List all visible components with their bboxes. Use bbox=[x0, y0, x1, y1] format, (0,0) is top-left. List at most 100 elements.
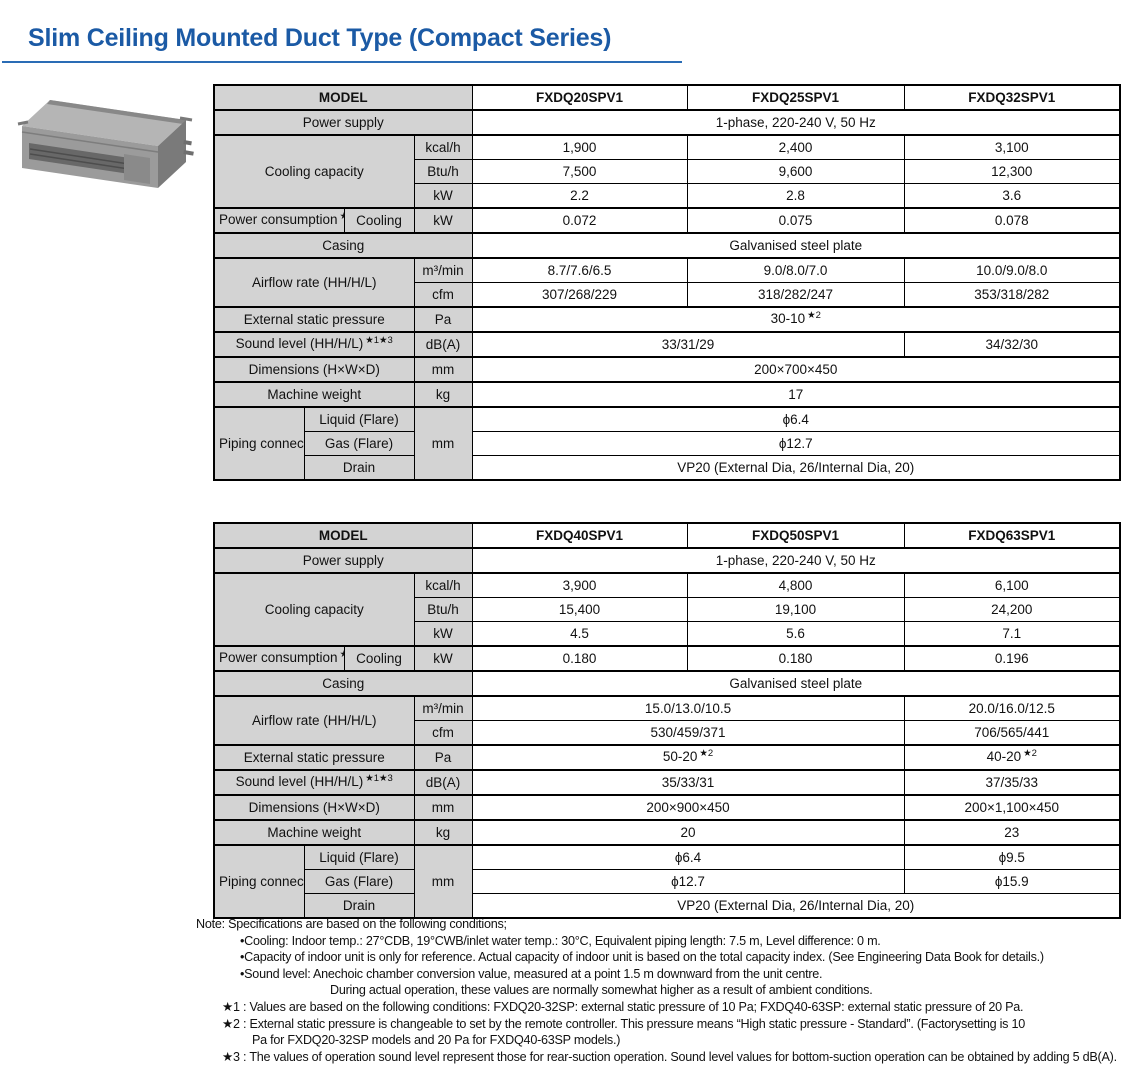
unit-cell: Pa bbox=[413, 744, 473, 771]
value-cell: 15,400 bbox=[471, 597, 688, 622]
value-cell: 0.075 bbox=[686, 207, 905, 234]
label-cell: Airflow rate (HH/H/L) bbox=[213, 257, 415, 308]
label-cell: External static pressure bbox=[213, 744, 415, 771]
label-cell: Gas (Flare) bbox=[303, 431, 415, 456]
note-star2: ★2 : External static pressure is changea… bbox=[222, 1016, 1025, 1031]
value-cell: 530/459/371 bbox=[471, 720, 905, 746]
table-row: Casing Galvanised steel plate bbox=[213, 232, 1121, 259]
label-cell: Drain bbox=[303, 893, 415, 919]
value-cell: 20 bbox=[471, 819, 905, 846]
value-cell: 10.0/9.0/8.0 bbox=[903, 257, 1121, 283]
note-bullet: •Cooling: Indoor temp.: 27°CDB, 19°CWB/i… bbox=[240, 933, 881, 948]
value-cell: 0.196 bbox=[903, 645, 1121, 672]
unit-cell: Btu/h bbox=[413, 159, 473, 184]
table-row: cfm 307/268/229 318/282/247 353/318/282 bbox=[214, 282, 1121, 308]
label-cell: Cooling capacity bbox=[213, 572, 415, 647]
value-cell: 0.180 bbox=[471, 645, 688, 672]
table-row: Airflow rate (HH/H/L) m³/min 8.7/7.6/6.5… bbox=[213, 257, 1121, 308]
value-cell: 35/33/31 bbox=[471, 769, 905, 796]
table-row: External static pressure Pa 30-10 ★2 bbox=[213, 306, 1121, 333]
model-header: MODEL bbox=[213, 522, 473, 549]
unit-cell: kcal/h bbox=[413, 572, 473, 598]
value-cell: 7.1 bbox=[903, 621, 1121, 647]
value-cell: 4,800 bbox=[686, 572, 905, 598]
table-row: Btu/h 15,400 19,100 24,200 bbox=[214, 597, 1121, 622]
label-cell: Cooling capacity bbox=[213, 134, 415, 209]
model-name: FXDQ40SPV1 bbox=[471, 522, 688, 549]
value-cell: 9.0/8.0/7.0 bbox=[686, 257, 905, 283]
note-head: Note: Specifications are based on the fo… bbox=[196, 917, 507, 931]
unit-cell: mm bbox=[413, 844, 473, 919]
value-cell: 15.0/13.0/10.5 bbox=[471, 695, 905, 721]
value-cell: 353/318/282 bbox=[903, 282, 1121, 308]
unit-cell: Btu/h bbox=[413, 597, 473, 622]
table-row: Power supply 1-phase, 220-240 V, 50 Hz bbox=[213, 547, 1121, 574]
table-row: Machine weight kg 17 bbox=[213, 381, 1121, 408]
value-cell: 4.5 bbox=[471, 621, 688, 647]
table-row: kW 2.2 2.8 3.6 bbox=[214, 183, 1121, 209]
unit-cell: kcal/h bbox=[413, 134, 473, 160]
table-row: Casing Galvanised steel plate bbox=[213, 670, 1121, 697]
value-cell: 50-20 ★2 bbox=[471, 744, 905, 771]
unit-cell: dB(A) bbox=[413, 769, 473, 796]
value-cell: 34/32/30 bbox=[903, 331, 1121, 358]
value-cell: VP20 (External Dia, 26/Internal Dia, 20) bbox=[471, 893, 1121, 919]
value-cell: 3.6 bbox=[903, 183, 1121, 209]
label-cell: Dimensions (H×W×D) bbox=[213, 356, 415, 383]
table-row: Power supply 1-phase, 220-240 V, 50 Hz bbox=[213, 109, 1121, 136]
footnotes: Note: Specifications are based on the fo… bbox=[196, 916, 1142, 1065]
unit-cell: dB(A) bbox=[413, 331, 473, 358]
unit-cell: mm bbox=[413, 406, 473, 481]
note-bullet-continuation: During actual operation, these values ar… bbox=[330, 983, 873, 998]
page-title: Slim Ceiling Mounted Duct Type (Compact … bbox=[28, 24, 612, 52]
table-row: MODEL FXDQ20SPV1 FXDQ25SPV1 FXDQ32SPV1 bbox=[213, 84, 1121, 111]
value-cell: ϕ12.7 bbox=[471, 431, 1121, 456]
note-bullet: •Capacity of indoor unit is only for ref… bbox=[240, 950, 1044, 965]
value-cell: 200×1,100×450 bbox=[903, 794, 1121, 821]
label-cell: Liquid (Flare) bbox=[303, 844, 415, 870]
value-cell: 17 bbox=[471, 381, 1121, 408]
table-row: Airflow rate (HH/H/L) m³/min 15.0/13.0/1… bbox=[213, 695, 1121, 746]
unit-cell: kW bbox=[413, 645, 473, 672]
value-cell: 200×900×450 bbox=[471, 794, 905, 821]
value-cell: Galvanised steel plate bbox=[471, 232, 1121, 259]
label-cell: Machine weight bbox=[213, 381, 415, 408]
value-cell: 40-20 ★2 bbox=[903, 744, 1121, 771]
value-cell: 1-phase, 220-240 V, 50 Hz bbox=[471, 109, 1121, 136]
value-cell: ϕ12.7 bbox=[471, 869, 905, 894]
table-row: Drain VP20 (External Dia, 26/Internal Di… bbox=[214, 455, 1121, 481]
model-name: FXDQ50SPV1 bbox=[686, 522, 905, 549]
table-row: MODEL FXDQ40SPV1 FXDQ50SPV1 FXDQ63SPV1 bbox=[213, 522, 1121, 549]
label-cell: Power supply bbox=[213, 109, 473, 136]
label-cell: External static pressure bbox=[213, 306, 415, 333]
unit-cell: cfm bbox=[413, 282, 473, 308]
value-cell: 23 bbox=[903, 819, 1121, 846]
table-row: kW 4.5 5.6 7.1 bbox=[214, 621, 1121, 647]
value-cell: 200×700×450 bbox=[471, 356, 1121, 383]
unit-cell: Pa bbox=[413, 306, 473, 333]
table-row: Dimensions (H×W×D) mm 200×700×450 bbox=[213, 356, 1121, 383]
unit-cell: m³/min bbox=[413, 257, 473, 283]
label-cell: Airflow rate (HH/H/L) bbox=[213, 695, 415, 746]
table-row: Dimensions (H×W×D) mm 200×900×450 200×1,… bbox=[213, 794, 1121, 821]
table-row: Piping connections Liquid (Flare) mm ϕ6.… bbox=[213, 406, 1121, 481]
unit-cell: kW bbox=[413, 183, 473, 209]
value-cell: VP20 (External Dia, 26/Internal Dia, 20) bbox=[471, 455, 1121, 481]
model-name: FXDQ32SPV1 bbox=[903, 84, 1121, 111]
unit-cell: kW bbox=[413, 621, 473, 647]
unit-cell: mm bbox=[413, 356, 473, 383]
value-cell: 8.7/7.6/6.5 bbox=[471, 257, 688, 283]
table-row: Power consumption★1 Cooling kW 0.072 0.0… bbox=[213, 207, 1121, 234]
model-name: FXDQ63SPV1 bbox=[903, 522, 1121, 549]
label-cell: Gas (Flare) bbox=[303, 869, 415, 894]
product-photo-duct-unit bbox=[17, 100, 194, 188]
value-cell: 37/35/33 bbox=[903, 769, 1121, 796]
table-row: Gas (Flare) ϕ12.7 ϕ15.9 bbox=[214, 869, 1121, 894]
table-row: Piping connections Liquid (Flare) mm ϕ6.… bbox=[213, 844, 1121, 919]
label-cell: Casing bbox=[213, 232, 473, 259]
table-row: External static pressure Pa 50-20 ★2 40-2… bbox=[213, 744, 1121, 771]
label-cell: Liquid (Flare) bbox=[303, 406, 415, 432]
note-star1: ★1 : Values are based on the following c… bbox=[222, 999, 1024, 1014]
value-cell: 3,100 bbox=[903, 134, 1121, 160]
value-cell: 1-phase, 220-240 V, 50 Hz bbox=[471, 547, 1121, 574]
